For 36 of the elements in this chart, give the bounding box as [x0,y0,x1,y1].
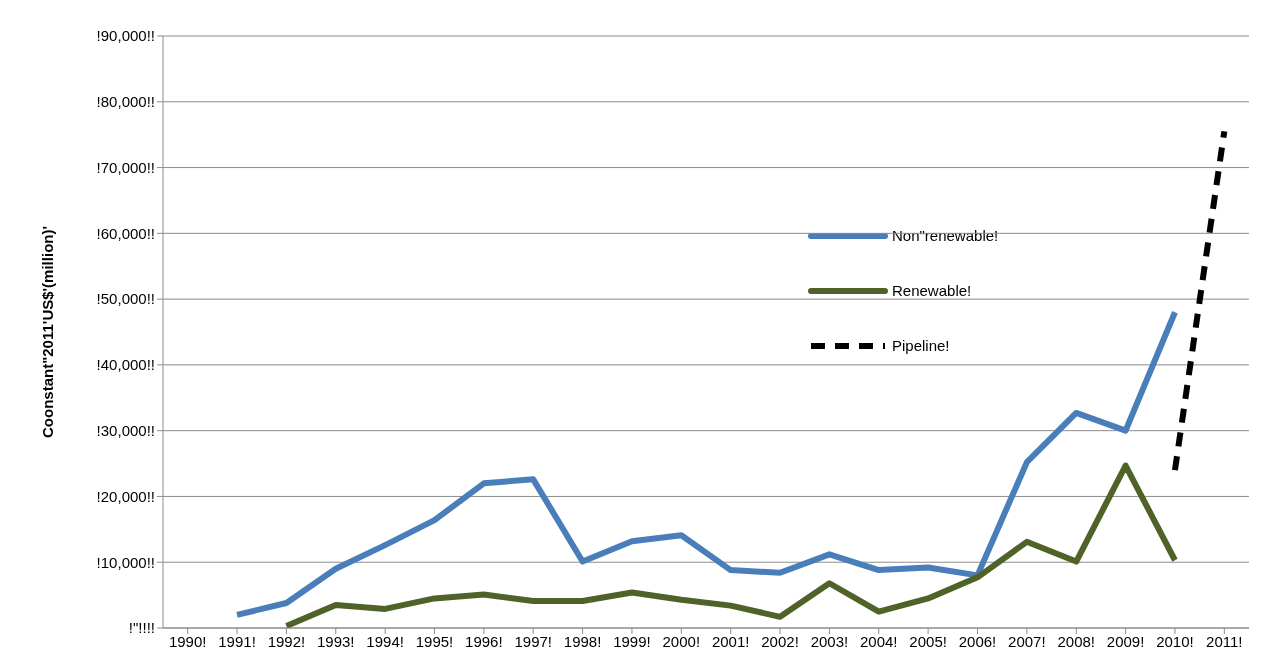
x-tick-label: 1994! [366,632,404,650]
x-tick-label: 2005! [909,632,947,650]
y-tick-label: !"!!!! [128,619,155,637]
x-tick-label: 1993! [317,632,355,650]
x-tick-label: 2008! [1057,632,1095,650]
y-tick-label: !70,000!! [96,158,155,176]
x-tick-label: 1995! [415,632,454,650]
y-tick-label: !80,000!! [96,93,155,111]
x-tick-label: 1992! [267,632,306,650]
y-tick-label: !20,000!! [96,487,155,505]
x-tick-label: 2002! [761,632,799,650]
x-tick-label: 1999! [613,632,651,650]
x-tick-label: 2006! [958,632,997,650]
y-tick-label: !60,000!! [96,224,155,242]
x-tick-label: 2004! [860,632,898,650]
y-axis-title: Coonstant"2011'US$'(million)' [39,225,57,439]
y-tick-label: !50,000!! [96,290,155,308]
x-tick-label: 2011! [1206,632,1243,650]
x-tick-label: 2001! [711,632,750,650]
x-tick-label: 2010! [1156,632,1194,650]
legend-label: Renewable! [892,282,972,299]
x-tick-label: 1998! [563,632,602,650]
x-tick-label: 2007! [1008,632,1046,650]
x-tick-label: 2000! [662,632,701,650]
x-tick-label: 2003! [810,632,849,650]
y-tick-label: !90,000!! [96,27,155,45]
y-tick-label: !10,000!! [96,553,155,571]
legend-label: Pipeline! [892,337,950,354]
x-tick-label: 2009! [1106,632,1145,650]
y-tick-label: !30,000!! [96,421,155,439]
y-tick-label: !40,000!! [96,356,155,374]
legend-label: Non"renewable! [892,227,999,244]
x-tick-label: 1997! [514,632,552,650]
x-tick-label: 1991! [218,632,256,650]
x-tick-label: 1990! [168,632,207,650]
x-tick-label: 1996! [465,632,503,650]
